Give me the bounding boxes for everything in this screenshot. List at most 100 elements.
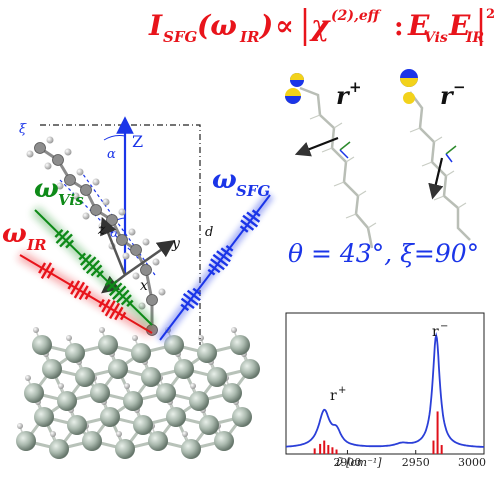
carbon-atom xyxy=(131,343,151,363)
carbon-atom xyxy=(75,367,95,387)
spectrum-inset: 2900 2950 3000 ν̃ [cm⁻¹] r + r − xyxy=(285,312,486,469)
carbon-atom xyxy=(49,439,69,459)
carbon-atom xyxy=(164,335,184,355)
carbon-atom xyxy=(232,407,252,427)
carbon-atom xyxy=(181,439,201,459)
spectrum-peak-minus: r xyxy=(432,324,439,340)
chain-carbon-atom xyxy=(146,294,158,306)
angles-text: θ = 43°, ξ=90° xyxy=(288,239,479,268)
vis-beam-packet-line xyxy=(116,289,130,304)
chain-carbon-atom xyxy=(140,264,152,276)
r-plus-vector-arrow xyxy=(294,136,339,157)
sfg-beam-packet-line xyxy=(180,297,195,310)
vis-beam-packet-line xyxy=(55,230,70,244)
chain-carbon-atom xyxy=(106,214,118,226)
carbon-atom xyxy=(207,367,227,387)
eq-e-ir: E xyxy=(448,9,471,42)
sfg-beam-packet-line xyxy=(246,211,261,223)
vis-beam-packet-line xyxy=(106,280,118,292)
vis-beam-packet-line xyxy=(85,259,100,275)
ir-beam-packet-line xyxy=(73,281,86,299)
chain-h-atom xyxy=(76,168,84,176)
sfg-beam-packet-line xyxy=(186,289,201,302)
ir-beam xyxy=(17,250,155,338)
eq-intensity-subscript: SFG xyxy=(163,28,197,46)
x-tick-label: 2950 xyxy=(402,456,430,469)
chain-carbon-atom xyxy=(64,174,76,186)
ir-beam-packet-line xyxy=(38,262,47,274)
carbon-atom xyxy=(197,343,217,363)
xi-label: ξ xyxy=(19,122,27,137)
spectrum-curve xyxy=(286,332,485,448)
ir-beam-packet-line xyxy=(70,280,81,295)
surface-h-atom xyxy=(182,431,188,437)
eq-close-paren: ) xyxy=(258,9,273,42)
chain-h-atom xyxy=(82,212,90,220)
surface-h-atom xyxy=(66,335,72,341)
vis-beam-packet-line xyxy=(120,294,132,306)
ir-beam-packet-line xyxy=(78,285,89,300)
surface-h-atom xyxy=(17,423,23,429)
chain-h-atom xyxy=(64,148,72,156)
vis-beam-packet-line xyxy=(126,299,134,307)
carbon-atom xyxy=(108,359,128,379)
chain-h-atom xyxy=(142,238,150,246)
sfg-beam-packet-line xyxy=(212,253,229,267)
vis-beam-packet-line xyxy=(90,264,103,277)
r-plus-axes-icon xyxy=(339,141,351,159)
vis-beam-packet-line xyxy=(78,252,87,261)
chain-h-atom xyxy=(132,272,140,280)
chain-h-atom xyxy=(72,192,80,200)
eq-e-vis: E xyxy=(407,9,430,42)
carbon-atom xyxy=(156,383,176,403)
eq-intensity-symbol: I xyxy=(148,9,163,42)
vis-beam-packet-line xyxy=(104,278,113,286)
chain-h-atom xyxy=(128,228,136,236)
chain-h-atom xyxy=(44,162,52,170)
carbon-atom xyxy=(65,343,85,363)
r-plus-superscript: + xyxy=(349,78,362,96)
chain-h-atom xyxy=(152,258,160,266)
carbon-atom xyxy=(133,415,153,435)
ir-beam-subscript: IR xyxy=(26,236,46,254)
carbon-atom xyxy=(189,391,209,411)
ir-beam-packet-line xyxy=(104,300,116,317)
sfg-beam-packet-line xyxy=(180,303,190,312)
chain-h-atom xyxy=(102,198,110,206)
spectrum-peak-minus-sup: − xyxy=(440,321,448,332)
vis-beam-subscript: Vis xyxy=(58,191,84,209)
carbon-atom xyxy=(98,335,118,355)
spectrum-frame xyxy=(285,312,485,455)
carbon-atom xyxy=(67,415,87,435)
ir-beam-packet-line xyxy=(119,311,127,321)
surface-h-atom xyxy=(124,383,130,389)
surface-h-atom xyxy=(58,383,64,389)
sfg-beam-packet-line xyxy=(210,258,225,271)
vis-beam-label: ω xyxy=(34,174,59,204)
r-minus-label: r xyxy=(440,81,455,110)
spectrum-x-label: ν̃ [cm⁻¹] xyxy=(336,456,382,469)
r-minus-axes-icon xyxy=(445,145,457,163)
surface-h-atom xyxy=(50,431,56,437)
eq-e-vis-subscript: Vis xyxy=(424,30,448,46)
lab-z-label: Z xyxy=(132,132,143,151)
carbon-atom xyxy=(141,367,161,387)
x-tick-label: 2900 xyxy=(333,456,361,469)
carbon-atom xyxy=(174,359,194,379)
sfg-beam-packet-line xyxy=(207,268,216,276)
vis-beam xyxy=(31,206,156,329)
sfg-beam-packet-line xyxy=(208,263,221,274)
ir-beam-label: ω xyxy=(2,219,27,249)
x-tick-label: 3000 xyxy=(458,456,486,469)
chain-carbon-atom xyxy=(52,154,64,166)
carbon-atom xyxy=(214,431,234,451)
ir-beam-packet-line xyxy=(84,290,92,300)
chain-h-atom xyxy=(118,208,126,216)
sfg-beam-label: ω xyxy=(212,165,237,195)
ir-beam-packet-line xyxy=(67,280,75,290)
surface-h-atom xyxy=(132,335,138,341)
mol-y-label: y xyxy=(171,236,181,252)
chain-h-atom xyxy=(92,178,100,186)
vis-beam-packet-line xyxy=(96,270,104,278)
chain-carbon-atom xyxy=(34,142,46,154)
